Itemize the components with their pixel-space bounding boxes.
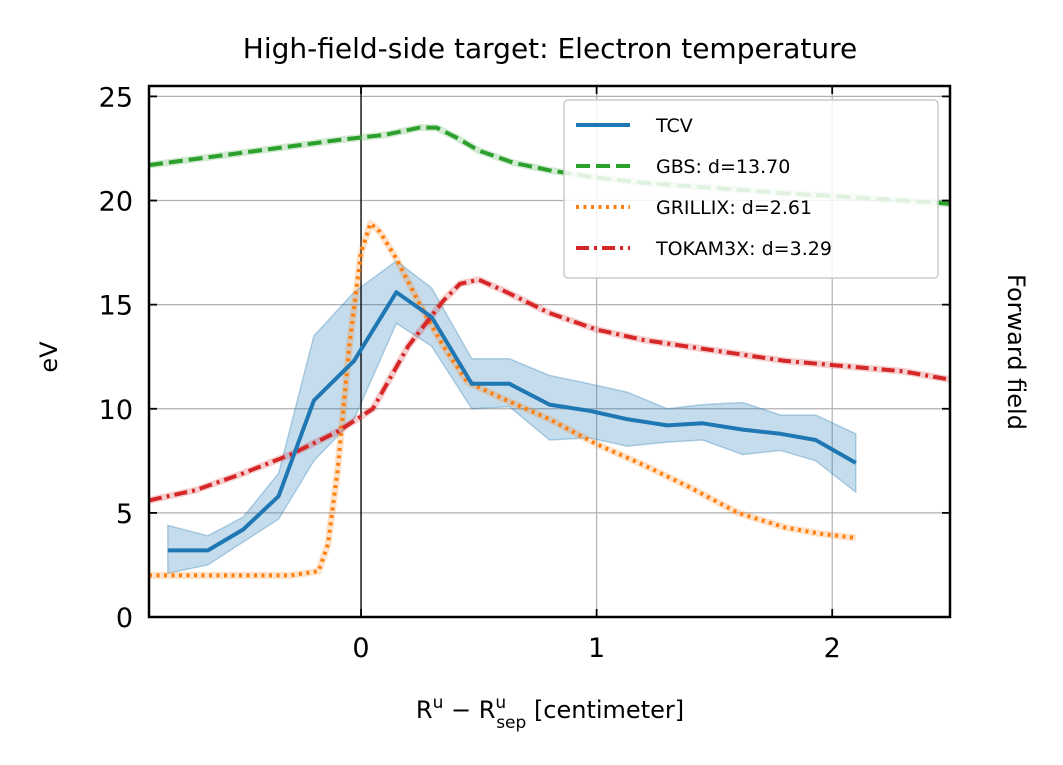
legend: TCV GBS: d=13.70 GRILLIX: d=2.61 TOKAM3X: d…: [563, 99, 939, 279]
x-axis-label: Ru − Ru sep [centimeter]: [416, 693, 684, 733]
x-tick-label: 0: [352, 633, 369, 664]
y-tick-label: 15: [99, 291, 133, 322]
series-line-tcv: [167, 290, 857, 553]
x-label-minus: −: [443, 696, 478, 724]
x-label-base: R: [416, 696, 433, 724]
x-label-sup2: u: [495, 693, 506, 713]
forward-field-label: Forward field: [1002, 274, 1030, 430]
plot-frame: [147, 84, 952, 619]
tcv-uncertainty-band: [167, 259, 857, 575]
x-label-sub2: sep: [496, 713, 526, 733]
axis-ticks: [149, 86, 950, 618]
tcv-band: [167, 259, 857, 575]
x-tick-label: 1: [588, 633, 605, 664]
legend-label-tcv: TCV: [655, 115, 693, 137]
y-tick-label: 20: [99, 187, 133, 218]
series-lines: [149, 124, 950, 579]
series-line-grillix: [149, 221, 857, 578]
x-label-sup1: u: [433, 693, 444, 713]
legend-box: [563, 99, 939, 279]
x-label-base2: R: [479, 696, 496, 724]
x-tick-label: 2: [824, 633, 841, 664]
y-tick-label: 5: [116, 499, 133, 530]
legend-label-grillix: GRILLIX: d=2.61: [656, 197, 812, 219]
x-label-unit: [centimeter]: [526, 696, 684, 724]
series-line-tokam3x: [149, 277, 950, 503]
legend-label-gbs: GBS: d=13.70: [656, 156, 790, 178]
y-axis-label: eV: [35, 341, 63, 373]
y-tick-label: 25: [99, 82, 133, 113]
y-tick-label: 10: [99, 395, 133, 426]
chart-title: High-field-side target: Electron tempera…: [243, 32, 857, 65]
legend-label-tokam3x: TOKAM3X: d=3.29: [655, 238, 832, 260]
y-tick-label: 0: [116, 603, 133, 634]
